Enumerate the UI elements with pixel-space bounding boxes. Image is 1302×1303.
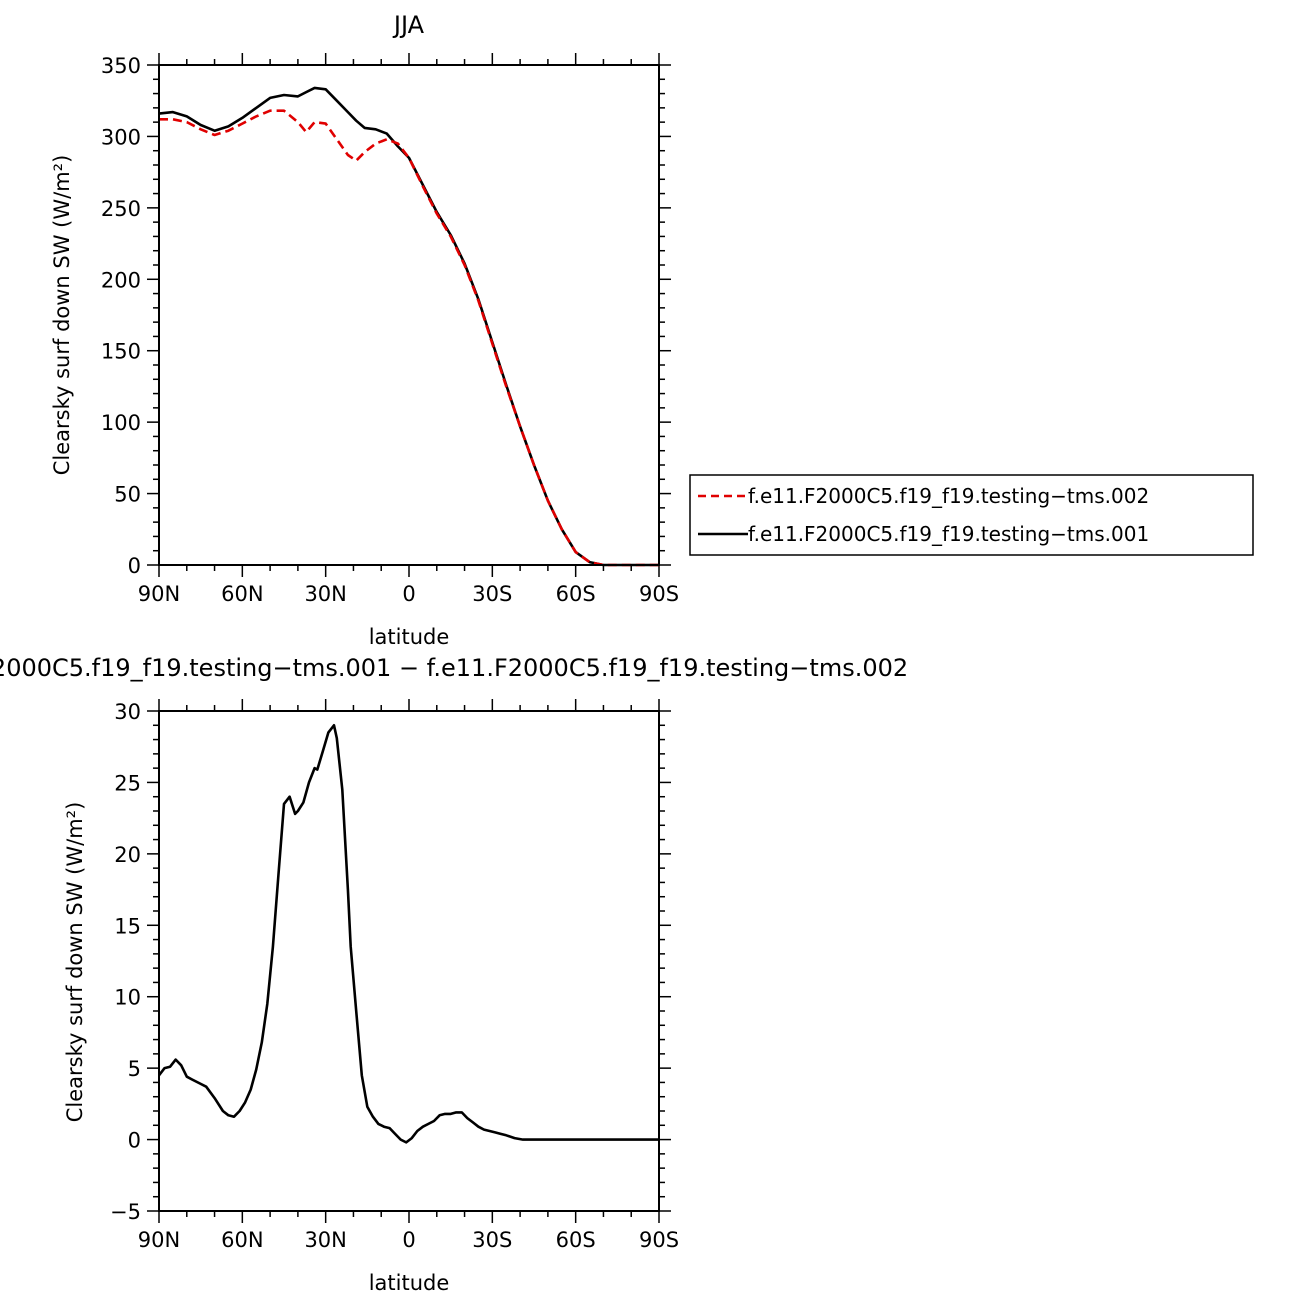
x-tick-label: 30N [304,1228,346,1252]
x-tick-label: 60N [221,582,263,606]
y-tick-label: 50 [114,483,141,507]
y-tick-label: 5 [128,1057,141,1081]
x-tick-label: 90S [639,1228,679,1252]
bottom-chart-frame [158,710,660,1212]
series-line-1 [158,86,659,567]
y-tick-label: 150 [101,340,141,364]
y-tick-label: 10 [114,986,141,1010]
top-chart-x-tick-labels: 90N 60N 30N 0 30S 60S 90S [138,582,679,606]
x-tick-label: 90S [639,582,679,606]
bottom-chart-y-axis-title: Clearsky surf down SW (W/m²) [63,802,87,1123]
y-tick-label: 350 [101,54,141,78]
x-tick-label: 90N [138,1228,180,1252]
x-tick-label: 30S [472,1228,512,1252]
x-tick-label: 60S [556,582,596,606]
y-tick-label: 30 [114,700,141,724]
y-tick-label: 25 [114,771,141,795]
bottom-chart-series [157,723,659,1144]
x-tick-label: 30N [304,582,346,606]
y-tick-label: 15 [114,914,141,938]
top-chart-title: JJA [392,11,425,39]
legend-box [689,474,1254,556]
y-tick-label: 0 [128,554,141,578]
top-chart-y-tick-labels: 0 50 100 150 200 250 300 350 [101,54,141,578]
y-tick-label: 20 [114,843,141,867]
x-tick-label: 0 [402,582,415,606]
y-tick-label: 0 [128,1129,141,1153]
top-chart-panel: JJA 90N 60N 30N 0 30S 60S 90S 0 50 100 150 200 250 3… [50,11,1254,649]
x-tick-label: 60S [556,1228,596,1252]
x-tick-label: 0 [402,1228,415,1252]
top-chart-y-axis-title: Clearsky surf down SW (W/m²) [50,155,74,476]
legend-label-series-0: f.e11.F2000C5.f19_f19.testing−tms.002 [748,484,1149,508]
y-tick-label: 300 [101,125,141,149]
x-tick-label: 60N [221,1228,263,1252]
bottom-chart-title: f.e11.F2000C5.f19_f19.testing−tms.001 − … [0,654,908,682]
x-tick-label: 30S [472,582,512,606]
top-chart-x-axis-title: latitude [369,625,450,649]
x-tick-label: 90N [138,582,180,606]
y-tick-label: 250 [101,197,141,221]
bottom-chart-ticks [147,699,671,1223]
legend-label-series-1: f.e11.F2000C5.f19_f19.testing−tms.001 [748,522,1149,546]
bottom-chart-x-tick-labels: 90N 60N 30N 0 30S 60S 90S [138,1228,679,1252]
top-chart-legend: f.e11.F2000C5.f19_f19.testing−tms.002 f.… [689,474,1254,556]
bottom-chart-y-tick-labels: −5 0 5 10 15 20 25 30 [110,700,141,1224]
y-tick-label: 100 [101,411,141,435]
series-line-0 [159,109,659,567]
top-chart-series [158,86,659,567]
top-chart-frame [158,64,660,566]
series-line-0 [157,723,659,1144]
bottom-chart-panel: f.e11.F2000C5.f19_f19.testing−tms.001 − … [0,654,908,1295]
y-tick-label: −5 [110,1200,141,1224]
bottom-chart-x-axis-title: latitude [369,1271,450,1295]
y-tick-label: 200 [101,268,141,292]
